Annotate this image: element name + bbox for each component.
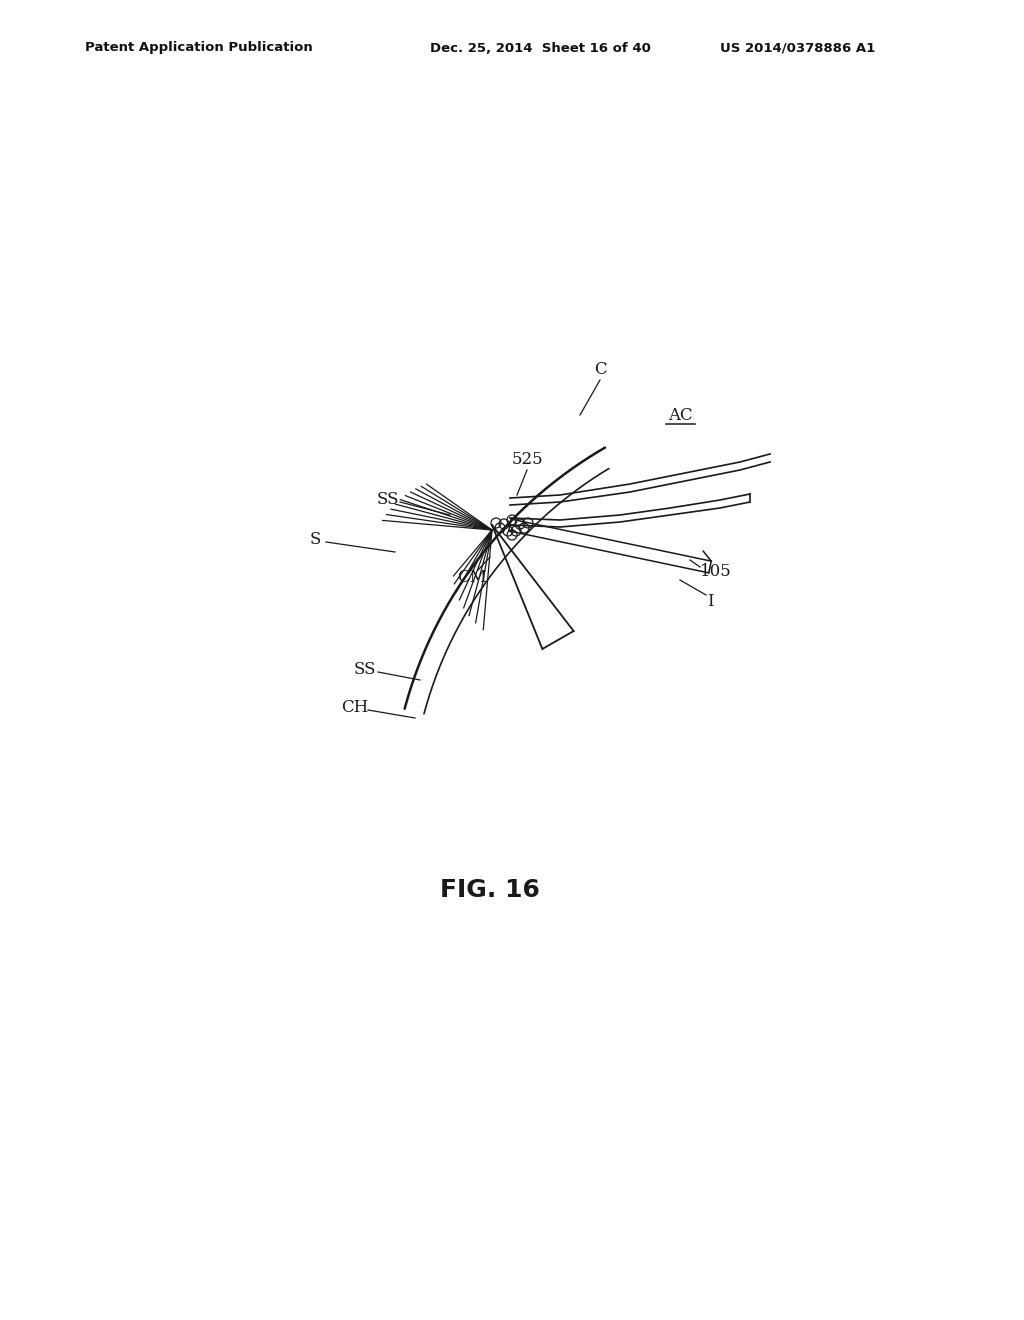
Text: SS: SS — [377, 491, 399, 508]
Text: CH: CH — [341, 700, 369, 717]
Text: 105: 105 — [700, 564, 732, 581]
Text: CM: CM — [457, 569, 486, 586]
Text: US 2014/0378886 A1: US 2014/0378886 A1 — [720, 41, 876, 54]
Text: C: C — [594, 362, 606, 379]
Text: 525: 525 — [511, 451, 543, 469]
Text: FIG. 16: FIG. 16 — [440, 878, 540, 902]
Text: SS: SS — [353, 661, 376, 678]
Text: S: S — [309, 532, 321, 549]
Text: AC: AC — [668, 407, 692, 424]
Text: I: I — [707, 594, 714, 610]
Text: Patent Application Publication: Patent Application Publication — [85, 41, 312, 54]
Text: Dec. 25, 2014  Sheet 16 of 40: Dec. 25, 2014 Sheet 16 of 40 — [430, 41, 651, 54]
